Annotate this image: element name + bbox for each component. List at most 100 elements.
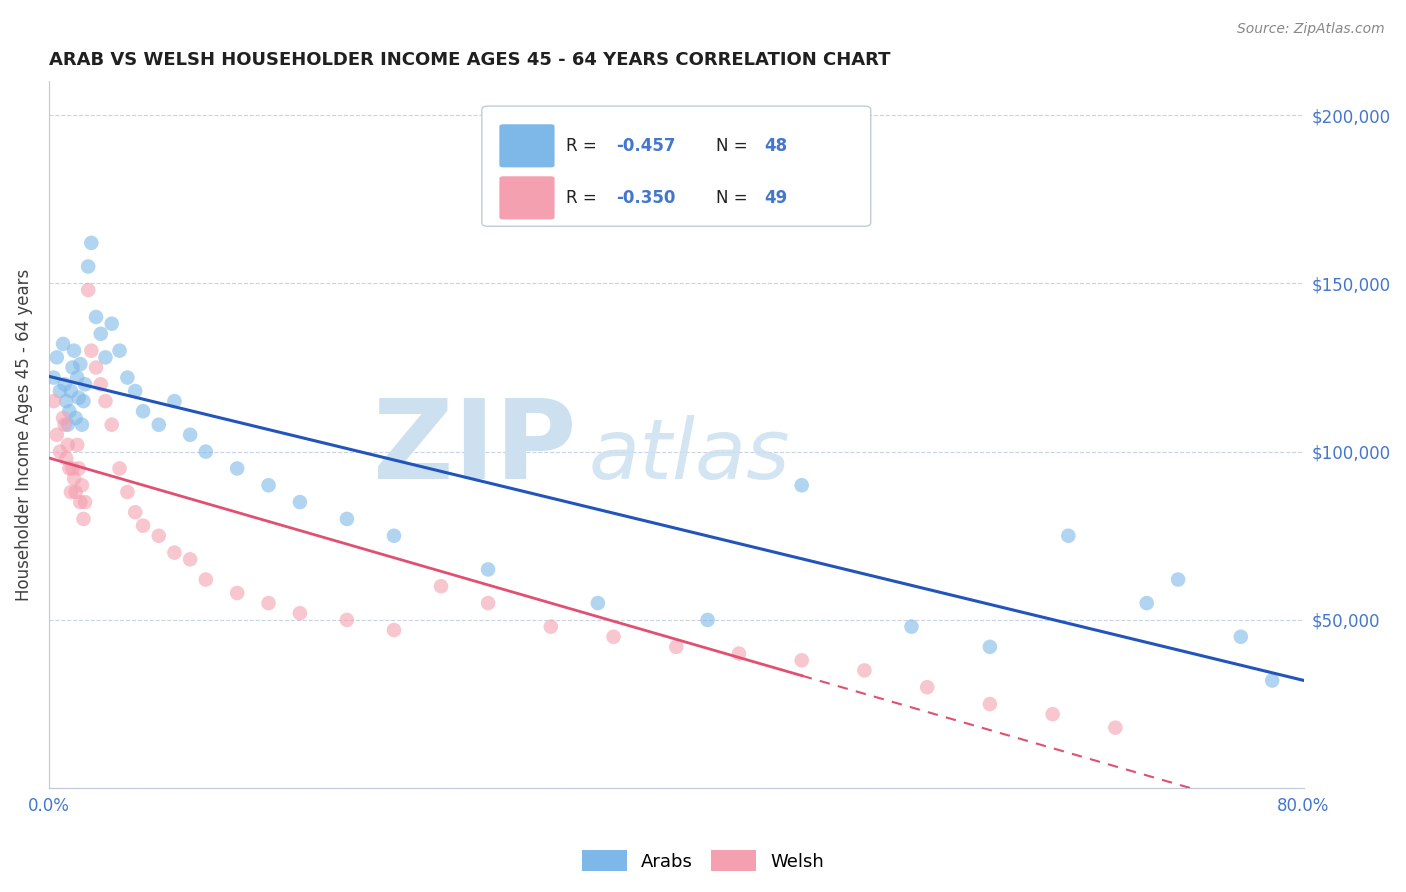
Point bbox=[53, 417, 76, 432]
Point bbox=[108, 461, 131, 475]
Point bbox=[148, 529, 170, 543]
Point bbox=[336, 512, 359, 526]
Text: R =: R = bbox=[565, 136, 602, 155]
Point bbox=[84, 310, 107, 324]
Point bbox=[163, 394, 186, 409]
Point bbox=[66, 370, 89, 384]
Point bbox=[1104, 721, 1126, 735]
Point bbox=[226, 586, 249, 600]
Point bbox=[179, 427, 201, 442]
Text: atlas: atlas bbox=[589, 416, 790, 497]
Point bbox=[63, 343, 86, 358]
Point bbox=[77, 283, 100, 297]
Point bbox=[94, 351, 117, 365]
Point bbox=[55, 451, 77, 466]
Point bbox=[94, 394, 117, 409]
Point bbox=[1042, 707, 1064, 722]
Point bbox=[1136, 596, 1159, 610]
Point bbox=[59, 384, 82, 398]
Point bbox=[65, 411, 87, 425]
Point bbox=[124, 384, 146, 398]
Point bbox=[194, 573, 217, 587]
Point bbox=[90, 326, 112, 341]
Point bbox=[1261, 673, 1284, 688]
Point bbox=[53, 377, 76, 392]
Point bbox=[62, 360, 84, 375]
Text: R =: R = bbox=[565, 189, 602, 207]
Text: 49: 49 bbox=[763, 189, 787, 207]
Point bbox=[66, 438, 89, 452]
Point bbox=[73, 377, 96, 392]
Point bbox=[100, 417, 122, 432]
FancyBboxPatch shape bbox=[499, 124, 554, 168]
Point bbox=[63, 471, 86, 485]
Point bbox=[69, 357, 91, 371]
Point bbox=[42, 394, 65, 409]
Point bbox=[1167, 573, 1189, 587]
Point bbox=[1230, 630, 1253, 644]
Point bbox=[382, 623, 405, 637]
Point bbox=[67, 391, 90, 405]
Point bbox=[194, 444, 217, 458]
Point bbox=[696, 613, 718, 627]
Point bbox=[336, 613, 359, 627]
Point bbox=[288, 606, 311, 620]
Text: -0.457: -0.457 bbox=[616, 136, 675, 155]
Point bbox=[67, 461, 90, 475]
Point bbox=[49, 444, 72, 458]
Point bbox=[586, 596, 609, 610]
Point bbox=[382, 529, 405, 543]
Point bbox=[58, 461, 80, 475]
Text: ARAB VS WELSH HOUSEHOLDER INCOME AGES 45 - 64 YEARS CORRELATION CHART: ARAB VS WELSH HOUSEHOLDER INCOME AGES 45… bbox=[49, 51, 890, 69]
Point bbox=[1057, 529, 1080, 543]
Point bbox=[52, 337, 75, 351]
Point bbox=[979, 697, 1001, 711]
Point bbox=[72, 512, 94, 526]
Point bbox=[117, 370, 139, 384]
FancyBboxPatch shape bbox=[499, 177, 554, 219]
Text: ZIP: ZIP bbox=[373, 395, 576, 502]
Point bbox=[45, 351, 67, 365]
Point bbox=[665, 640, 688, 654]
Point bbox=[117, 485, 139, 500]
Point bbox=[915, 680, 938, 694]
Point bbox=[288, 495, 311, 509]
Point bbox=[55, 394, 77, 409]
Point bbox=[59, 485, 82, 500]
Point bbox=[477, 562, 499, 576]
Point bbox=[728, 647, 751, 661]
Point bbox=[69, 495, 91, 509]
Point bbox=[70, 417, 93, 432]
Point bbox=[65, 485, 87, 500]
Text: 48: 48 bbox=[763, 136, 787, 155]
Point bbox=[790, 653, 813, 667]
Point bbox=[124, 505, 146, 519]
Point bbox=[477, 596, 499, 610]
Point bbox=[84, 360, 107, 375]
Point bbox=[257, 596, 280, 610]
Legend: Arabs, Welsh: Arabs, Welsh bbox=[575, 843, 831, 879]
Point bbox=[73, 495, 96, 509]
Point bbox=[49, 384, 72, 398]
Point bbox=[257, 478, 280, 492]
FancyBboxPatch shape bbox=[482, 106, 870, 227]
Point bbox=[853, 664, 876, 678]
Point bbox=[72, 394, 94, 409]
Text: -0.350: -0.350 bbox=[616, 189, 675, 207]
Point bbox=[58, 404, 80, 418]
Point bbox=[790, 478, 813, 492]
Point bbox=[132, 518, 155, 533]
Point bbox=[100, 317, 122, 331]
Point bbox=[163, 546, 186, 560]
Point bbox=[42, 370, 65, 384]
Text: N =: N = bbox=[717, 189, 754, 207]
Point bbox=[226, 461, 249, 475]
Point bbox=[70, 478, 93, 492]
Point bbox=[56, 417, 79, 432]
Point bbox=[900, 620, 922, 634]
Point bbox=[132, 404, 155, 418]
Point bbox=[90, 377, 112, 392]
Point bbox=[56, 438, 79, 452]
Point bbox=[979, 640, 1001, 654]
Point bbox=[602, 630, 624, 644]
